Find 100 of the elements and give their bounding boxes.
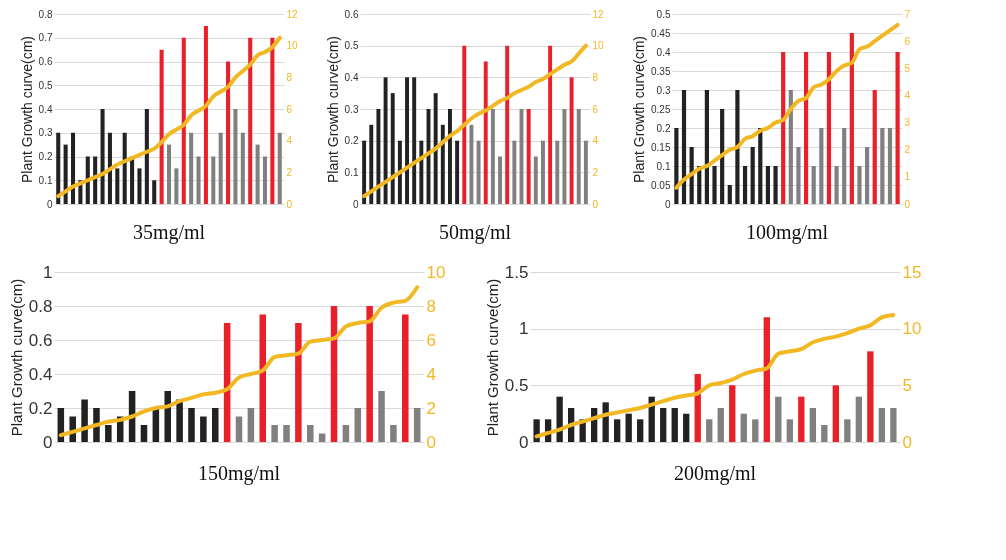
y-tick-label: 0.3 — [344, 103, 359, 115]
bar — [354, 408, 362, 442]
bar — [159, 49, 164, 204]
bar — [895, 52, 900, 204]
y-tick-label: 0.05 — [651, 179, 671, 191]
bar — [376, 109, 381, 204]
bar — [765, 166, 771, 204]
bar — [419, 140, 424, 204]
bar — [378, 391, 385, 442]
y2-tick-label: 0 — [426, 432, 436, 452]
bar — [247, 408, 255, 442]
y2-tick-label: 6 — [592, 103, 599, 115]
bar — [476, 140, 481, 204]
bar — [533, 156, 538, 204]
y-tick-label: 0.4 — [28, 364, 53, 384]
bar — [752, 419, 759, 442]
y2-tick-label: 6 — [426, 330, 436, 350]
bar — [614, 419, 621, 442]
bar — [681, 90, 687, 204]
bar — [362, 140, 367, 204]
line-series — [534, 313, 896, 439]
bar — [203, 25, 208, 204]
line-series — [362, 43, 588, 199]
y-tick-label: 1.5 — [504, 262, 529, 282]
y-tick-label: 0.2 — [38, 151, 53, 162]
y-axis-title: Plant Growth curve(cm) — [324, 35, 341, 184]
bar — [865, 147, 870, 204]
y-axis-title: Plant Growth curve(cm) — [631, 35, 648, 184]
bar — [188, 408, 195, 442]
bar — [637, 419, 644, 442]
bar — [174, 168, 179, 204]
bar — [490, 109, 495, 204]
bar — [196, 156, 201, 204]
bar — [402, 314, 409, 442]
y-tick-label: 0 — [46, 198, 53, 210]
y-tick-label: 0.1 — [656, 160, 671, 172]
y-tick-label: 1 — [519, 319, 529, 339]
y2-tick-label: 12 — [286, 8, 299, 20]
bar — [704, 90, 709, 204]
y-tick-label: 0.8 — [28, 296, 53, 316]
bar — [211, 156, 216, 204]
bar — [857, 166, 862, 204]
y2-tick-label: 10 — [426, 262, 446, 282]
bar — [781, 52, 786, 204]
bar — [200, 416, 207, 442]
bar — [712, 166, 717, 204]
y2-tick-label: 0 — [904, 198, 911, 210]
bar — [855, 396, 863, 442]
bar — [455, 140, 460, 204]
bar — [583, 140, 588, 204]
text: 35mg/ml — [132, 221, 206, 244]
bar — [189, 132, 194, 204]
bar — [834, 166, 839, 204]
bar — [576, 109, 581, 204]
y-tick-label: 0.25 — [651, 103, 671, 115]
bar — [235, 416, 243, 442]
bar — [826, 52, 832, 204]
bar — [890, 408, 897, 442]
line-series — [56, 35, 282, 199]
line-series — [58, 285, 420, 438]
bar — [809, 408, 816, 442]
bar — [483, 61, 488, 204]
y-tick-label: 1 — [43, 262, 53, 282]
bar — [832, 385, 839, 442]
y-tick-label: 0.2 — [344, 135, 359, 147]
bar — [63, 144, 68, 204]
y2-tick-label: 10 — [902, 319, 922, 339]
bar — [512, 140, 517, 204]
y-tick-label: 0.3 — [38, 127, 53, 139]
bar — [390, 93, 395, 204]
bar — [307, 425, 314, 442]
bar — [887, 128, 893, 204]
bar — [541, 140, 545, 204]
y-tick-label: 0.6 — [344, 8, 359, 20]
bar — [271, 425, 278, 442]
bar — [880, 128, 885, 204]
bar — [255, 144, 260, 204]
y2-tick-label: 4 — [592, 135, 599, 147]
bar — [152, 180, 157, 204]
bar — [115, 168, 120, 204]
y2-tick-label: 5 — [902, 375, 912, 395]
bar — [740, 413, 747, 442]
bar — [248, 37, 253, 204]
bar — [342, 425, 350, 442]
y-tick-label: 0.4 — [344, 71, 359, 83]
bar — [283, 425, 290, 442]
bar — [819, 128, 824, 204]
bar — [383, 77, 388, 204]
bar — [660, 408, 667, 442]
bar — [397, 140, 402, 204]
y-tick-label: 0.5 — [656, 8, 671, 20]
y2-tick-label: 4 — [904, 89, 911, 101]
y-tick-label: 0.5 — [38, 79, 53, 91]
bar — [105, 425, 112, 442]
y-axis-title: Plant Growth curve(cm) — [18, 35, 35, 184]
bar — [878, 408, 886, 442]
bar — [211, 408, 219, 442]
bar — [447, 109, 452, 204]
y2-tick-label: 0 — [592, 198, 599, 210]
y2-tick-label: 8 — [426, 296, 436, 316]
